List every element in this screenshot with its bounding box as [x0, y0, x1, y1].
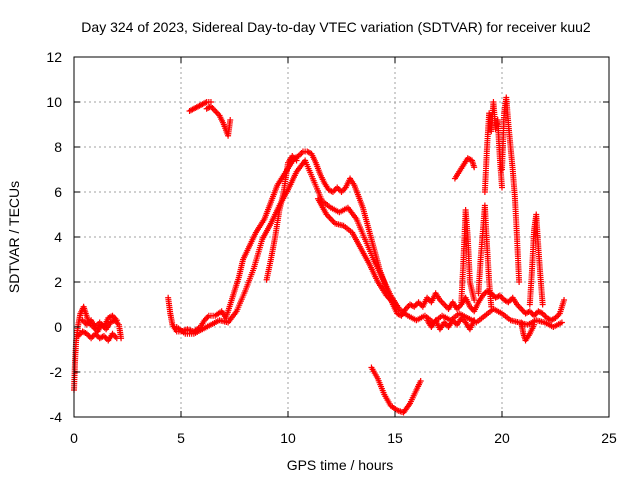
y-tick-label: 0 — [54, 319, 62, 335]
x-tick-label: 10 — [280, 430, 296, 446]
data-point — [516, 279, 523, 285]
data-point — [499, 184, 505, 191]
data-point — [113, 335, 120, 342]
data-point — [539, 301, 546, 308]
x-tick-label: 15 — [387, 430, 403, 446]
data-point — [227, 117, 234, 123]
y-tick-label: 10 — [46, 94, 62, 110]
y-tick-label: 12 — [46, 49, 62, 65]
data-point — [561, 297, 568, 303]
data-point — [293, 157, 300, 164]
y-tick-label: 4 — [54, 229, 62, 245]
grid-lines — [74, 57, 609, 417]
x-axis: 0 5 10 15 20 25 — [70, 57, 617, 446]
y-axis: -4 -2 0 2 4 6 8 10 12 — [46, 49, 609, 425]
data-point — [471, 297, 478, 303]
x-tick-label: 5 — [177, 430, 185, 446]
y-axis-label: SDTVAR / TECUs — [6, 181, 22, 293]
data-point — [471, 164, 478, 171]
data-point — [207, 99, 214, 105]
data-point — [531, 321, 538, 328]
chart-title: Day 324 of 2023, Sidereal Day-to-day VTE… — [81, 19, 591, 35]
y-tick-label: 8 — [54, 139, 62, 155]
x-tick-label: 20 — [494, 430, 510, 446]
data-point — [113, 317, 120, 324]
data-series-sdtvar — [71, 94, 568, 416]
x-tick-label: 25 — [601, 430, 617, 446]
x-tick-label: 0 — [70, 430, 78, 446]
data-point — [392, 301, 398, 308]
data-point — [471, 317, 478, 324]
x-axis-label: GPS time / hours — [287, 457, 394, 473]
data-point — [417, 378, 424, 384]
y-tick-label: -4 — [50, 409, 63, 425]
y-tick-label: -2 — [50, 364, 63, 380]
y-tick-label: 6 — [54, 184, 62, 200]
y-tick-label: 2 — [54, 274, 62, 290]
data-point — [558, 319, 565, 326]
data-point — [488, 303, 495, 310]
